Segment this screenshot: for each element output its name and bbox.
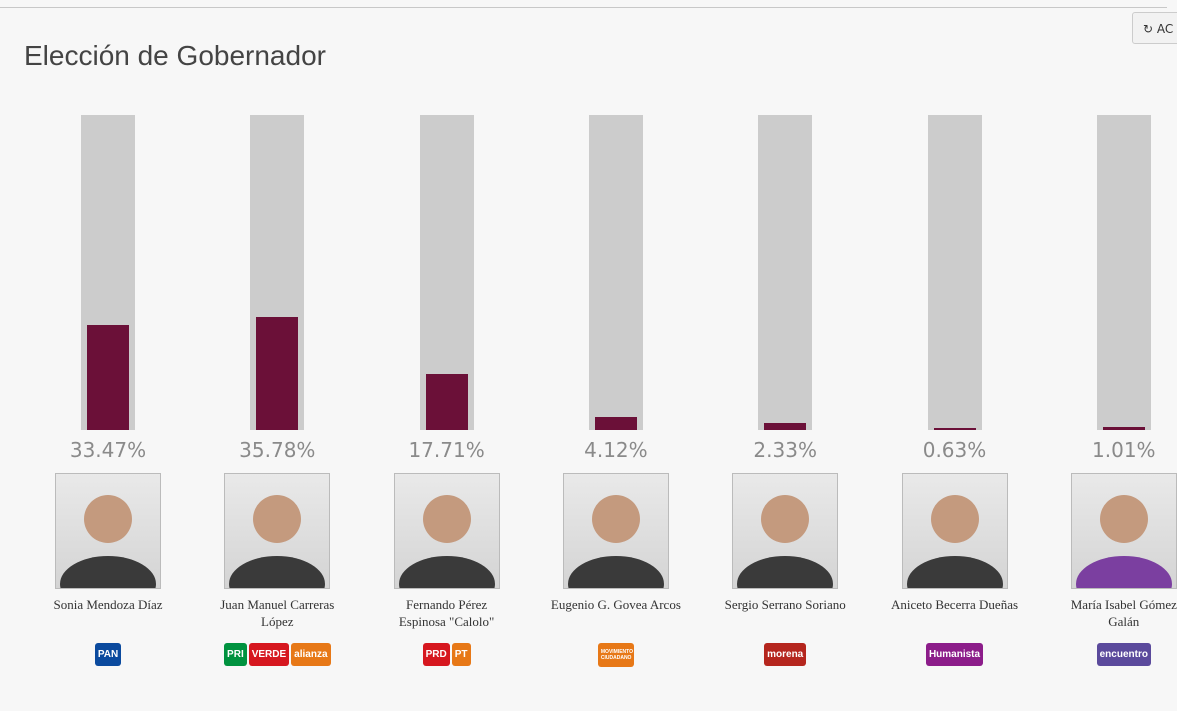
- party-logos: MOVIMIENTO CIUDADANO: [541, 643, 691, 667]
- bar-track: [928, 115, 982, 430]
- value-label: 4.12%: [546, 438, 686, 462]
- photo-silhouette: [1072, 474, 1176, 588]
- party-logo: VERDE: [249, 643, 289, 666]
- photo-silhouette: [564, 474, 668, 588]
- candidate-name: Sonia Mendoza Díaz: [43, 596, 173, 613]
- bar: [934, 428, 976, 430]
- bar-track: [589, 115, 643, 430]
- party-logo: morena: [764, 643, 806, 666]
- party-logo: PAN: [95, 643, 121, 666]
- bar: [256, 317, 298, 430]
- candidate-photo: [732, 473, 838, 589]
- photo-silhouette: [225, 474, 329, 588]
- value-label: 1.01%: [1054, 438, 1177, 462]
- party-logos: encuentro: [1049, 643, 1177, 666]
- candidate-name: Juan Manuel Carreras López: [212, 596, 342, 630]
- bar-track: [1097, 115, 1151, 430]
- value-label: 2.33%: [715, 438, 855, 462]
- candidate-name: Eugenio G. Govea Arcos: [551, 596, 681, 613]
- divider: [0, 7, 1167, 8]
- value-label: 35.78%: [207, 438, 347, 462]
- photo-silhouette: [903, 474, 1007, 588]
- candidate-name: Fernando Pérez Espinosa "Calolo": [382, 596, 512, 630]
- bar: [426, 374, 468, 430]
- candidate-name: María Isabel Gómez Galán: [1059, 596, 1177, 630]
- button-label[interactable]: AC: [1157, 22, 1173, 36]
- photo-silhouette: [56, 474, 160, 588]
- bar-track: [758, 115, 812, 430]
- bar: [764, 423, 806, 430]
- party-logo: PRI: [224, 643, 247, 666]
- page: Elección de Gobernador ↻ AC (() => { con…: [0, 0, 1177, 711]
- candidate-photo: [563, 473, 669, 589]
- refresh-button[interactable]: ↻ AC: [1132, 12, 1177, 44]
- bar: [595, 417, 637, 430]
- party-logo: PT: [452, 643, 471, 666]
- candidate-photo: [394, 473, 500, 589]
- value-label: 33.47%: [38, 438, 178, 462]
- party-logo: encuentro: [1097, 643, 1151, 666]
- photo-silhouette: [395, 474, 499, 588]
- value-label: 17.71%: [377, 438, 517, 462]
- candidate-name: Aniceto Becerra Dueñas: [890, 596, 1020, 613]
- party-logos: morena: [710, 643, 860, 666]
- candidate-photo: [55, 473, 161, 589]
- candidate-photo: [224, 473, 330, 589]
- candidate-photo: [902, 473, 1008, 589]
- bar: [1103, 427, 1145, 430]
- chart-title: Elección de Gobernador: [24, 40, 326, 72]
- party-logos: PAN: [33, 643, 183, 666]
- photo-silhouette: [733, 474, 837, 588]
- party-logo: alianza: [291, 643, 330, 666]
- bar: [87, 325, 129, 430]
- candidate-name: Sergio Serrano Soriano: [720, 596, 850, 613]
- candidate-photo: [1071, 473, 1177, 589]
- value-label: 0.63%: [885, 438, 1025, 462]
- party-logo: PRD: [423, 643, 450, 666]
- party-logo: Humanista: [926, 643, 983, 666]
- party-logos: Humanista: [880, 643, 1030, 666]
- party-logo: MOVIMIENTO CIUDADANO: [598, 643, 634, 667]
